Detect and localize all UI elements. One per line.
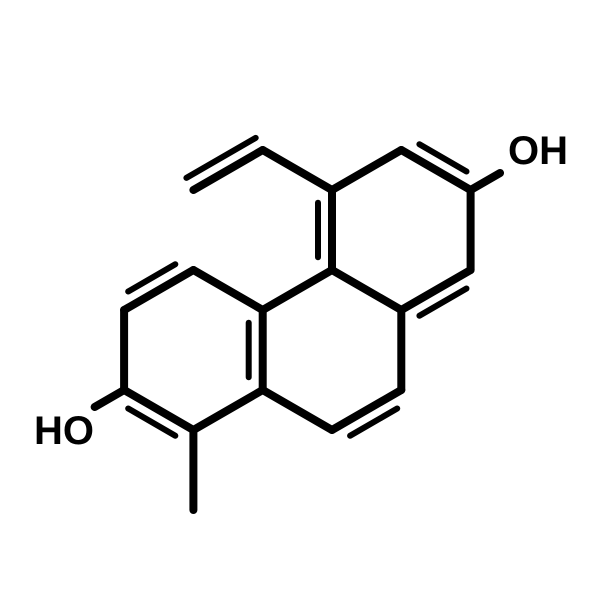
molecule-diagram: OH HO — [0, 0, 600, 600]
bond — [263, 150, 332, 190]
bond — [95, 390, 124, 407]
bond — [332, 270, 401, 310]
bond — [263, 390, 332, 430]
atom-label: HO — [34, 409, 94, 453]
bond — [193, 270, 262, 310]
atom-label: OH — [508, 129, 568, 173]
bond — [332, 150, 401, 190]
bond — [193, 390, 262, 430]
bond — [471, 173, 500, 190]
bond — [263, 270, 332, 310]
